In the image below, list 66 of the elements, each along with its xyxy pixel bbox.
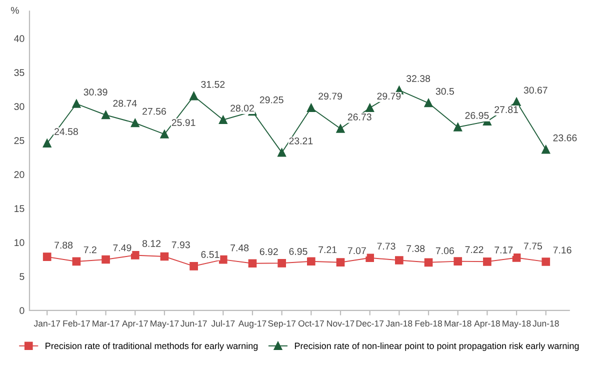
x-tick-label: Nov-17 xyxy=(327,320,354,327)
data-label: 7.07 xyxy=(348,247,366,254)
legend-label: Precision rate of traditional methods for early warning xyxy=(46,342,258,351)
y-tick-label: 35 xyxy=(14,69,24,76)
data-label: 24.58 xyxy=(54,128,78,136)
x-tick-label: Apr-17 xyxy=(122,320,148,328)
data-label: 7.2 xyxy=(84,246,96,254)
y-tick-label: 20 xyxy=(14,171,24,178)
data-label: 7.75 xyxy=(524,242,542,250)
data-label: 27.56 xyxy=(142,108,166,115)
data-label: 7.17 xyxy=(494,246,513,254)
data-label: 7.49 xyxy=(113,244,132,252)
data-label: 7.16 xyxy=(553,246,572,254)
data-label: 7.22 xyxy=(465,246,484,253)
legend-label: Precision rate of non-linear point to point propagation risk early warning xyxy=(294,342,579,351)
x-tick-label: Jun-18 xyxy=(532,320,559,327)
x-tick-label: Jul-17 xyxy=(211,320,235,327)
data-label: 29.25 xyxy=(260,96,284,104)
data-label: 7.38 xyxy=(406,245,425,252)
data-label: 30.39 xyxy=(84,88,108,96)
data-label: 7.06 xyxy=(436,247,454,254)
data-label: 23.66 xyxy=(553,134,577,142)
x-tick-label: Aug-17 xyxy=(238,320,266,328)
x-tick-label: Mar-17 xyxy=(92,320,120,327)
x-tick-label: Jan-18 xyxy=(386,320,412,327)
data-label: 7.21 xyxy=(318,246,337,254)
data-label: 30.5 xyxy=(436,88,454,95)
x-tick-label: May-18 xyxy=(502,320,531,328)
data-label: 23.21 xyxy=(289,137,313,144)
y-tick-label: 15 xyxy=(14,205,24,212)
x-tick-label: Apr-18 xyxy=(474,320,500,328)
x-tick-label: Sep-17 xyxy=(268,320,296,328)
y-tick-label: 25 xyxy=(14,137,24,144)
data-label: 7.73 xyxy=(377,242,396,250)
data-label: 6.95 xyxy=(289,248,308,255)
data-label: 28.74 xyxy=(113,100,137,107)
data-label: 7.93 xyxy=(172,241,190,248)
y-tick-label: 0 xyxy=(20,307,24,314)
data-label: 7.88 xyxy=(54,242,73,249)
data-label: 29.79 xyxy=(377,92,401,100)
data-label: 7.48 xyxy=(230,244,249,252)
data-label: 27.81 xyxy=(494,106,518,114)
data-label: 32.38 xyxy=(406,75,430,82)
data-label: 28.02 xyxy=(230,104,254,112)
x-tick-label: Feb-18 xyxy=(415,320,442,327)
data-label: 31.52 xyxy=(201,80,225,88)
data-label: 6.92 xyxy=(260,248,278,256)
data-label: 8.12 xyxy=(142,240,160,247)
y-tick-label: 40 xyxy=(14,35,24,42)
y-tick-label: 10 xyxy=(14,239,24,246)
data-label: 25.91 xyxy=(172,119,196,126)
x-tick-label: Mar-18 xyxy=(444,320,472,327)
data-label: 6.51 xyxy=(201,251,220,258)
data-label: 26.95 xyxy=(465,112,489,119)
y-tick-label: 30 xyxy=(14,103,24,110)
x-tick-label: Jun-17 xyxy=(180,320,207,327)
data-label: 26.73 xyxy=(348,114,372,120)
x-tick-label: May-17 xyxy=(150,320,179,328)
x-tick-label: Jan-17 xyxy=(34,320,60,327)
y-axis-title: % xyxy=(10,6,19,14)
x-tick-label: Dec-17 xyxy=(356,320,384,327)
x-tick-label: Feb-17 xyxy=(63,320,90,327)
data-label: 30.67 xyxy=(524,86,548,94)
y-tick-label: 5 xyxy=(20,273,24,280)
data-label: 29.79 xyxy=(318,92,342,100)
x-tick-label: Oct-17 xyxy=(298,320,324,327)
